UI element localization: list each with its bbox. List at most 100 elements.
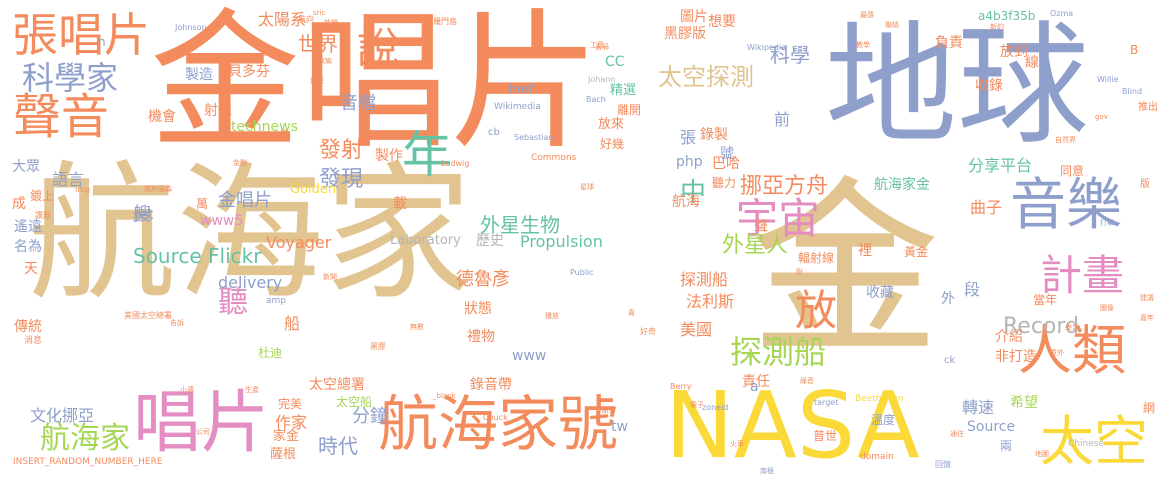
cloud-word: 收錄: [975, 78, 1003, 94]
cloud-word: 航海家金: [874, 177, 930, 193]
cloud-word: 文化挪亞: [30, 406, 95, 425]
cloud-word: 錄製: [700, 127, 728, 143]
cloud-word: 號: [720, 146, 734, 162]
cloud-word: 綠音: [800, 377, 814, 385]
cloud-word: 遙遠: [14, 219, 42, 235]
cloud-word: 德魯彥: [456, 269, 510, 290]
cloud-word: 完美: [278, 397, 303, 411]
cloud-word: 萬: [196, 197, 209, 211]
cloud-word: 人類: [1018, 319, 1126, 382]
cloud-word: 網: [1143, 401, 1156, 415]
cloud-word: 航海: [672, 194, 700, 210]
cloud-word: 好幾: [600, 137, 625, 151]
cloud-word: 唱片: [133, 384, 270, 463]
cloud-word: 讚歎: [35, 211, 51, 220]
cloud-word: a4b3f35b: [978, 9, 1036, 23]
cloud-word: 裡: [858, 243, 872, 259]
cloud-word: www: [512, 348, 547, 364]
cloud-word: 轉速: [962, 398, 995, 417]
cloud-word: 張: [680, 128, 697, 147]
cloud-word: Beethoven: [855, 394, 904, 404]
cloud-word: sric: [313, 9, 326, 17]
cloud-word: 載: [393, 196, 407, 212]
cloud-word: 美國: [680, 320, 713, 339]
cloud-word: gov: [1095, 113, 1108, 121]
cloud-word: 黃金: [904, 245, 929, 259]
cloud-word: delivery: [218, 273, 283, 292]
cloud-word: 精選: [610, 83, 637, 98]
cloud-word: Sebastian: [514, 133, 554, 142]
cloud-word: 航海家: [28, 148, 472, 320]
cloud-word: domain: [860, 452, 894, 462]
cloud-word: 播放: [545, 312, 559, 320]
cloud-word: img: [75, 185, 91, 194]
cloud-word: 杜迪: [258, 346, 283, 360]
cloud-word: 黑膠版: [664, 26, 706, 42]
cloud-word: 曲子: [970, 198, 1003, 217]
cloud-word: 分享平台: [968, 156, 1033, 175]
cloud-word: 地圖: [1035, 450, 1049, 458]
cloud-word: 黑膠: [370, 342, 386, 351]
cloud-word: 圖片: [680, 9, 708, 25]
cloud-word: 太陽系: [258, 10, 307, 29]
cloud-word: Golden: [290, 182, 337, 197]
cloud-word: 語言: [52, 170, 85, 189]
cloud-word: Public: [570, 268, 594, 277]
cloud-word: 大眾: [12, 159, 40, 175]
cloud-word: 當年: [1033, 293, 1058, 307]
cloud-word: 太空總署: [309, 377, 365, 393]
cloud-word: 普世: [813, 429, 838, 443]
cloud-word: 新聞: [323, 273, 337, 281]
cloud-word: 射線: [204, 103, 232, 119]
cloud-word: target: [814, 398, 839, 407]
cloud-word: 貝多芬: [228, 64, 270, 80]
cloud-word: 最感: [860, 11, 874, 19]
cloud-word: Berry: [670, 382, 692, 391]
cloud-word: 希望: [1010, 395, 1038, 411]
cloud-word: 金唱片: [218, 190, 272, 211]
cloud-word: 外星人: [722, 233, 789, 258]
cloud-word: 計畫: [1040, 251, 1125, 300]
cloud-word: 太空船: [336, 395, 373, 409]
cloud-word: 說: [357, 24, 400, 73]
cloud-word: van: [597, 406, 612, 415]
cloud-word: Wikimedia: [494, 102, 541, 112]
cloud-word: php: [676, 154, 703, 170]
cloud-word: technews: [231, 119, 298, 135]
cloud-word: 南極: [760, 467, 774, 475]
cloud-word: 製作: [375, 148, 403, 164]
cloud-word: 金: [750, 160, 941, 381]
cloud-word: 家金: [273, 429, 300, 444]
cloud-word: 前: [774, 110, 791, 129]
cloud-word: Commons: [531, 153, 577, 163]
cloud-word: 聲: [754, 219, 768, 235]
cloud-word: 附: [796, 268, 803, 276]
cloud-word: 責任: [742, 374, 770, 390]
cloud-word: 太空: [1040, 410, 1148, 473]
cloud-word: 時代: [318, 434, 358, 458]
cloud-word: 宣傳: [260, 49, 274, 57]
cloud-word: 宇宙: [736, 194, 821, 243]
cloud-word: 航向: [298, 15, 314, 24]
cloud-word: 地球: [825, 9, 1089, 163]
cloud-word: 回憶: [935, 460, 951, 469]
cloud-word: 電子: [690, 401, 704, 409]
cloud-word: 機會: [148, 109, 176, 125]
cloud-word: 挪亞方舟: [740, 174, 829, 199]
cloud-word: 探測船: [730, 333, 827, 371]
cloud-word: 船: [284, 314, 301, 333]
cloud-word: 公司: [196, 428, 210, 436]
cloud-word: 傳統: [14, 319, 42, 335]
cloud-word: 製造: [185, 67, 213, 83]
cloud-word: 負責: [935, 35, 963, 51]
cloud-word: _blank: [433, 392, 456, 400]
cloud-word: 放到: [1000, 44, 1028, 60]
cloud-word: a: [750, 379, 759, 395]
cloud-word: Voyager: [266, 233, 332, 252]
cloud-word: 段: [964, 280, 981, 299]
cloud-word: 發現: [319, 167, 364, 192]
cloud-word: Ozma: [1050, 9, 1074, 18]
cloud-word: 金唱片: [150, 0, 601, 170]
cloud-word: 探測船: [680, 270, 729, 289]
cloud-word: 打擊: [1100, 219, 1114, 227]
